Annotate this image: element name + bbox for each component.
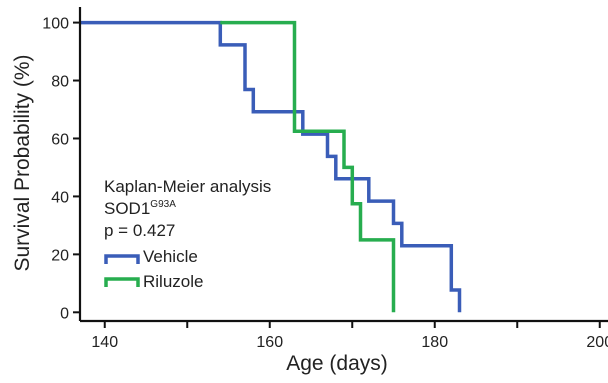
x-tick-label: 180 [421,334,448,351]
legend-swatch-riluzole [104,277,140,287]
y-tick-label: 40 [51,189,69,206]
y-tick-label: 0 [60,305,69,322]
y-tick-label: 80 [51,74,69,91]
annotation-model-superscript: G93A [150,199,176,210]
annotation-method: Kaplan-Meier analysis [104,177,271,196]
x-ticks: 140 160 180 200 [91,321,608,351]
axes [78,7,608,323]
y-tick-label: 60 [51,131,69,148]
annotation-p-value: p = 0.427 [104,221,175,240]
legend-label-vehicle: Vehicle [143,247,198,266]
legend: Vehicle Riluzole [104,247,203,291]
x-axis-title: Age (days) [286,352,388,375]
x-tick-label: 140 [91,334,118,351]
x-tick-label: 200 [586,334,608,351]
series-line-riluzole [220,20,396,313]
annotation-model: SOD1G93A [104,199,176,218]
survival-curves [80,20,462,313]
x-tick-label: 160 [256,334,283,351]
y-axis-title: Survival Probability (%) [11,54,34,271]
legend-label-riluzole: Riluzole [143,272,203,291]
y-tick-label: 100 [42,16,69,33]
series-line-vehicle [80,20,462,313]
y-ticks: 0 20 40 60 80 100 [42,16,80,322]
y-tick-label: 20 [51,247,69,264]
annotation-model-base: SOD1 [104,199,150,218]
legend-swatch-vehicle [104,254,140,264]
